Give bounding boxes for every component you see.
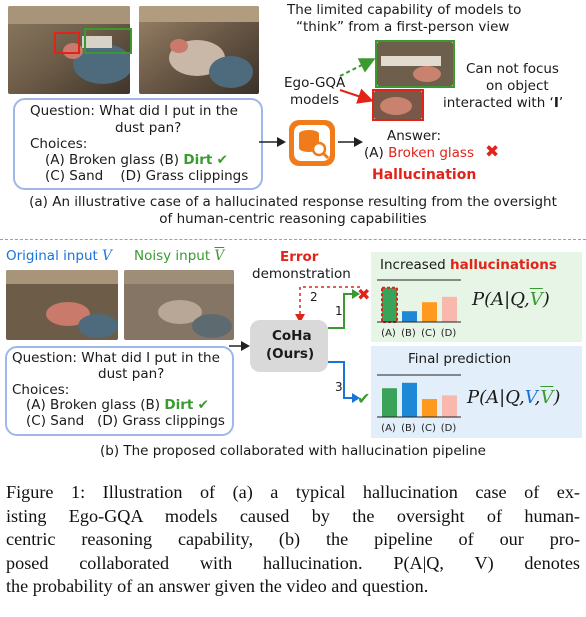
final-prediction-chart: (A) (B) (C) (D) xyxy=(377,374,461,434)
ego-gqa-label-line1: Ego-GQA xyxy=(284,75,346,91)
checkmark-icon-b: ✔ xyxy=(357,389,371,408)
glass-highlight-box xyxy=(54,32,80,54)
noisy-input-frame xyxy=(124,270,234,340)
checkmark-icon-c: ✔ xyxy=(197,397,209,413)
question-a-line2: dust pan? xyxy=(115,120,182,136)
choices-b-row1: (A) Broken glass (B) Dirt ✔ xyxy=(26,397,209,413)
hallucination-panel-title: Increased hallucinations xyxy=(380,257,557,273)
question-b-line1: Question: What did I put in the xyxy=(12,350,220,366)
bar-label: (D) xyxy=(441,423,457,434)
bar-label: (D) xyxy=(441,328,457,339)
formula-bottom: P(A|Q,V,V) xyxy=(467,387,561,408)
choices-a-row1: (A) Broken glass (B) Dirt ✔ xyxy=(45,152,228,168)
error-label: Error xyxy=(280,249,319,265)
coha-model-box xyxy=(250,320,328,372)
choices-a-row2: (C) Sand (D) Grass clippings xyxy=(45,168,249,184)
original-input-frame xyxy=(6,270,118,340)
question-b-line2: dust pan? xyxy=(98,366,165,382)
noisy-input-label: Noisy input V xyxy=(134,248,225,264)
ego-gqa-label-line2: models xyxy=(290,92,340,108)
figure-caption-line4: posed collaborated with hallucination. P… xyxy=(6,552,580,573)
caption-a-line1: (a) An illustrative case of a hallucinat… xyxy=(29,194,557,210)
arrows-ego-gqa xyxy=(339,58,376,104)
answer-value: (A) Broken glass xyxy=(364,145,475,161)
bar-c xyxy=(422,399,437,417)
crop-dustpan-border xyxy=(375,40,455,88)
bar-a xyxy=(382,388,397,417)
choices-a-label: Choices: xyxy=(30,136,88,152)
section-divider xyxy=(0,239,586,240)
original-input-label: Original input V xyxy=(6,248,112,264)
caption-b: (b) The proposed collaborated with hallu… xyxy=(99,443,486,459)
bar-label: (B) xyxy=(401,328,416,339)
bar-label: (A) xyxy=(381,328,396,339)
figure-caption-line5: the probability of an answer given the v… xyxy=(6,576,429,596)
bar-label: (A) xyxy=(381,423,396,434)
hallucination-panel xyxy=(371,252,582,342)
hallucination-chart: (A) (B) (C) (D) xyxy=(377,279,461,339)
choices-b-label: Choices: xyxy=(12,382,70,398)
bar-d xyxy=(442,296,457,322)
bar-c xyxy=(422,302,437,322)
choices-b-row2: (C) Sand (D) Grass clippings xyxy=(26,413,225,429)
dustpan-highlight-box xyxy=(84,28,132,54)
wrong-x-icon-b: ✖ xyxy=(357,285,371,304)
figure-caption: Figure 1: Illustration of (a) a typical … xyxy=(6,481,580,599)
question-box-b xyxy=(5,346,234,436)
figure-caption-line2: isting Ego-GQA models caused by the over… xyxy=(6,505,580,526)
caption-a-line2: of human-centric reasoning capabilities xyxy=(159,211,427,227)
step-2-label: 2 xyxy=(310,290,318,304)
video-frame-a2 xyxy=(139,6,259,94)
step-3-label: 3 xyxy=(335,380,343,394)
figure-caption-line1: Figure 1: Illustration of (a) a typical … xyxy=(6,482,580,502)
checkmark-icon: ✔ xyxy=(216,152,228,168)
answer-label: Answer: xyxy=(387,128,442,144)
error-demo-arrow xyxy=(295,286,360,323)
formula-top: P(A|Q,V) xyxy=(472,289,550,310)
arrow-question-to-model xyxy=(259,137,286,147)
bar-b xyxy=(402,311,417,322)
bar-b xyxy=(402,382,417,417)
coha-output-arrows xyxy=(328,289,360,403)
crop-glass-border xyxy=(372,89,424,121)
coha-model-sub: (Ours) xyxy=(266,346,315,362)
step-1-label: 1 xyxy=(335,304,343,318)
focus-note-line2: on object xyxy=(486,78,549,94)
crop-dustpan xyxy=(377,42,453,86)
hallucination-label: Hallucination xyxy=(372,167,477,183)
figure-caption-line3: centric reasoning capability, (b) the pi… xyxy=(6,529,580,549)
bar-a xyxy=(381,286,398,324)
model-database-icon xyxy=(287,118,337,168)
bar-label: (C) xyxy=(421,328,436,339)
wrong-x-icon: ✖ xyxy=(485,142,500,162)
final-prediction-title: Final prediction xyxy=(408,351,512,367)
limitation-title-line1: The limited capability of models to xyxy=(287,2,522,18)
coha-model-name: CoHa xyxy=(272,328,312,344)
crop-glass xyxy=(374,91,422,119)
bar-label: (B) xyxy=(401,423,416,434)
question-box-a xyxy=(13,98,263,190)
demonstration-label: demonstration xyxy=(252,266,351,282)
video-frame-a1 xyxy=(8,6,130,94)
bar-d xyxy=(442,395,457,417)
focus-note-line1: Can not focus xyxy=(466,61,559,77)
bar-label: (C) xyxy=(421,423,436,434)
question-a-line1: Question: What did I put in the xyxy=(30,103,238,119)
arrow-model-to-answer xyxy=(338,137,363,147)
limitation-title-line2: “think” from a first-person view xyxy=(296,19,510,35)
arrow-input-to-coha xyxy=(229,341,250,351)
focus-note-line3: interacted with ‘I’ xyxy=(443,95,564,111)
